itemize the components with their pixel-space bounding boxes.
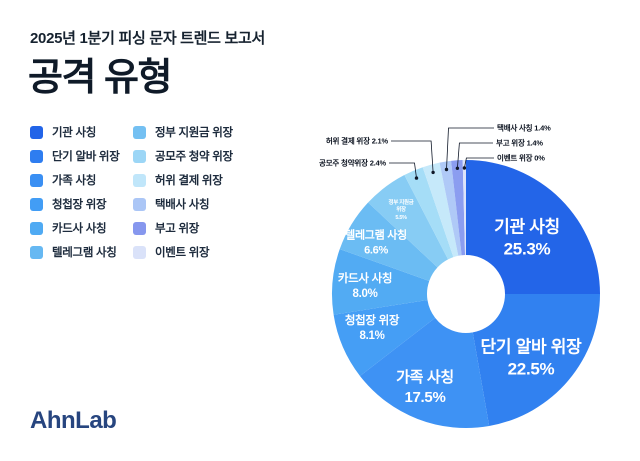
legend-label: 이벤트 위장 (155, 247, 210, 259)
legend-swatch (133, 221, 146, 235)
callout-leader-line (457, 142, 493, 169)
pie-slice-10 (439, 160, 462, 256)
legend-swatch (133, 245, 146, 259)
legend-label: 기관 사칭 (52, 127, 97, 139)
donut-chart: 기관 사칭 25.3% 단기 알바 위장 22.5% 가족 사칭 17.5% 청첩장 위장 8… (300, 108, 640, 453)
pie-slice-9 (422, 162, 459, 258)
legend-item-4: 청첩장 위장 (30, 196, 133, 212)
legend-swatch (30, 221, 43, 235)
legend-label: 허위 결제 위장 (155, 175, 223, 187)
callout-dot (462, 166, 467, 170)
legend-item-11: 부고 위장 (133, 220, 233, 236)
callout-dot (431, 170, 435, 175)
legend-swatch (133, 173, 146, 187)
page-title: 공격 유형 (28, 57, 172, 99)
pie-slice-1 (466, 160, 600, 294)
callout-dot (414, 176, 419, 180)
legend-label: 부고 위장 (155, 223, 200, 235)
legend-label: 텔레그램 사칭 (52, 247, 117, 259)
legend-item-1: 기관 사칭 (30, 124, 133, 140)
pie-slice-7 (368, 175, 449, 268)
legend-swatch (133, 149, 146, 163)
legend-item-7: 정부 지원금 위장 (133, 124, 233, 140)
legend-swatch (133, 125, 146, 139)
legend-label: 단기 알바 위장 (52, 151, 120, 163)
legend-swatch (133, 197, 146, 211)
pie-slice-8 (404, 167, 454, 260)
pie-slice-5 (332, 249, 430, 315)
legend-label: 카드사 사칭 (52, 223, 107, 235)
legend-swatch (30, 149, 43, 163)
legend-item-3: 가족 사칭 (30, 172, 133, 188)
callout-leader-line (464, 157, 494, 169)
legend-item-9: 허위 결제 위장 (133, 172, 233, 188)
pie-slice-12 (462, 159, 466, 256)
callout-dot (455, 166, 460, 170)
legend-swatch (30, 125, 43, 139)
donut-svg (332, 127, 600, 428)
legend-label: 청첩장 위장 (52, 199, 107, 211)
legend-item-2: 단기 알바 위장 (30, 148, 133, 164)
legend-item-5: 카드사 사칭 (30, 220, 133, 236)
callout-dot (444, 167, 449, 172)
ahnlab-logo: AhnLab (30, 407, 117, 434)
legend-swatch (30, 173, 43, 187)
legend-label: 가족 사칭 (52, 175, 97, 187)
legend-swatch (30, 245, 43, 259)
legend-label: 택배사 사칭 (155, 199, 210, 211)
report-subtitle: 2025년 1분기 피싱 문자 트렌드 보고서 (30, 30, 266, 47)
legend-item-8: 공모주 청약 위장 (133, 148, 233, 164)
callout-leader-line (391, 140, 434, 173)
pie-slice-4 (333, 300, 436, 376)
callout-leader-line (446, 127, 494, 170)
legend-item-12: 이벤트 위장 (133, 244, 233, 260)
legend-item-10: 택배사 사칭 (133, 196, 233, 212)
pie-slice-6 (339, 202, 438, 281)
pie-slice-2 (472, 294, 600, 426)
pie-slice-3 (359, 317, 490, 428)
legend-swatch (30, 197, 43, 211)
pie-slice-11 (451, 160, 466, 256)
legend-label: 정부 지원금 위장 (155, 127, 233, 139)
legend-item-6: 텔레그램 사칭 (30, 244, 133, 260)
legend-label: 공모주 청약 위장 (155, 151, 233, 163)
callout-leader-line (389, 162, 417, 179)
